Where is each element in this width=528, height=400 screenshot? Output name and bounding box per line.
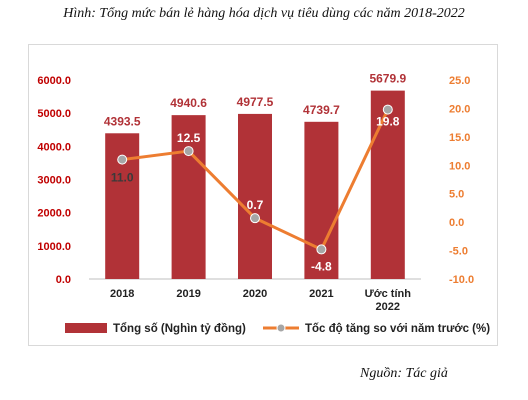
right-axis-tick-label: 25.0 (449, 75, 470, 87)
bar-value-label: 4393.5 (104, 114, 141, 128)
chart-frame: 0.0 1000.0 2000.0 3000.0 4000.0 5000.0 6000.0 -… (28, 44, 498, 346)
bar-value-label: 4739.7 (303, 103, 340, 117)
growth-rate-point (117, 154, 128, 165)
legend-line-label: Tốc độ tăng so với năm trước (%) (305, 323, 490, 335)
bar-total (304, 121, 339, 279)
left-axis-tick-label: 2000.0 (37, 208, 71, 220)
growth-rate-label: 19.8 (376, 115, 400, 129)
legend-line-marker (276, 323, 286, 333)
bar-value-label: 5679.9 (369, 72, 406, 86)
left-axis-tick-label: 1000.0 (37, 241, 71, 253)
figure-source: Nguồn: Tác giả (360, 366, 448, 381)
x-axis-tick-label: 2018 (110, 288, 134, 300)
x-axis-tick-label: 2019 (176, 288, 200, 300)
legend-bar-label: Tổng số (Nghìn tỷ đồng) (113, 323, 246, 335)
right-axis-tick-label: 5.0 (449, 189, 464, 201)
right-axis-tick-label: -10.0 (449, 274, 474, 286)
left-axis-tick-label: 5000.0 (37, 108, 71, 120)
growth-rate-label: 12.5 (177, 131, 201, 145)
retail-sales-chart: 0.0 1000.0 2000.0 3000.0 4000.0 5000.0 6000.0 -… (37, 72, 490, 335)
legend-bar-swatch (65, 323, 107, 333)
growth-rate-point (250, 213, 260, 224)
left-axis-tick-label: 3000.0 (37, 175, 71, 187)
bar-total (238, 113, 272, 279)
left-axis-tick-label: 0.0 (56, 274, 71, 286)
bar-total (171, 115, 206, 279)
figure-title: Hình: Tổng mức bán lẻ hàng hóa dịch vụ t… (63, 6, 465, 21)
left-axis-tick-label: 4000.0 (37, 141, 71, 153)
growth-rate-label: 0.7 (247, 198, 264, 212)
right-axis-tick-label: -5.0 (449, 246, 468, 258)
right-axis-tick-label: 10.0 (449, 160, 470, 172)
right-axis-tick-label: 20.0 (449, 103, 470, 115)
growth-rate-point (382, 104, 393, 115)
growth-rate-label: -4.8 (311, 259, 332, 273)
bar-total (370, 90, 405, 279)
left-axis-tick-label: 6000.0 (37, 75, 71, 87)
growth-rate-point (316, 244, 327, 255)
right-axis-tick-label: 0.0 (449, 217, 464, 229)
bar-value-label: 4940.6 (170, 96, 207, 110)
x-axis-tick-label: Ước tính (365, 288, 412, 300)
x-axis-tick-label: 2021 (309, 288, 333, 300)
growth-rate-point (183, 146, 194, 157)
bar-value-label: 4977.5 (237, 95, 274, 109)
growth-rate-label: 11.0 (111, 171, 134, 185)
x-axis-tick-label: 2022 (376, 301, 400, 313)
right-axis-tick-label: 15.0 (449, 132, 470, 144)
x-axis-tick-label: 2020 (243, 288, 267, 300)
